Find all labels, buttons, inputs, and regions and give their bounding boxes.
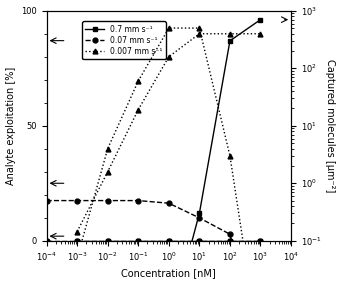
0.7 mm s⁻¹ [106, 239, 110, 243]
0.7 mm s⁻¹ [197, 239, 202, 243]
0.07 mm s⁻¹ [75, 239, 79, 243]
0.7 mm s⁻¹ [75, 239, 79, 243]
0.007 mm s⁻¹ [136, 108, 140, 111]
0.007 mm s⁻¹ [197, 32, 202, 36]
0.07 mm s⁻¹ [45, 239, 49, 243]
0.007 mm s⁻¹ [106, 170, 110, 174]
Line: 0.007 mm s⁻¹: 0.007 mm s⁻¹ [75, 31, 263, 234]
0.7 mm s⁻¹ [167, 239, 171, 243]
0.7 mm s⁻¹ [136, 239, 140, 243]
0.07 mm s⁻¹ [197, 239, 202, 243]
Line: 0.7 mm s⁻¹: 0.7 mm s⁻¹ [75, 238, 263, 243]
Legend: 0.7 mm s⁻¹, 0.07 mm s⁻¹, 0.007 mm s⁻¹: 0.7 mm s⁻¹, 0.07 mm s⁻¹, 0.007 mm s⁻¹ [82, 22, 166, 59]
0.07 mm s⁻¹ [136, 239, 140, 243]
0.007 mm s⁻¹ [258, 32, 263, 36]
Line: 0.07 mm s⁻¹: 0.07 mm s⁻¹ [44, 238, 263, 243]
0.07 mm s⁻¹ [167, 239, 171, 243]
0.07 mm s⁻¹ [258, 239, 263, 243]
0.07 mm s⁻¹ [106, 239, 110, 243]
X-axis label: Concentration [nM]: Concentration [nM] [121, 268, 216, 278]
0.007 mm s⁻¹ [228, 32, 232, 36]
0.07 mm s⁻¹ [228, 239, 232, 243]
0.007 mm s⁻¹ [167, 55, 171, 59]
0.007 mm s⁻¹ [75, 230, 79, 233]
0.7 mm s⁻¹ [228, 239, 232, 243]
0.7 mm s⁻¹ [258, 239, 263, 243]
Y-axis label: Captured molecules [μm⁻²]: Captured molecules [μm⁻²] [325, 59, 336, 193]
Y-axis label: Analyte exploitation [%]: Analyte exploitation [%] [5, 67, 16, 185]
